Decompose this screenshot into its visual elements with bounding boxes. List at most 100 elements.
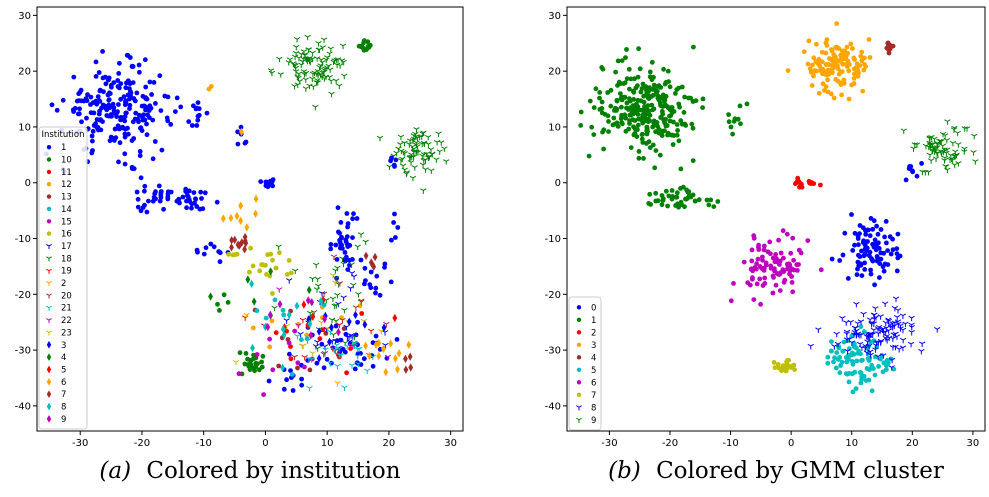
data-point <box>162 93 168 99</box>
data-point <box>368 258 374 267</box>
data-point <box>844 44 850 50</box>
data-point <box>839 92 844 98</box>
data-point <box>292 328 298 334</box>
data-point <box>674 122 680 127</box>
data-point <box>176 198 181 204</box>
data-point <box>354 347 361 353</box>
data-point <box>338 337 344 343</box>
data-point <box>322 314 328 324</box>
data-point <box>128 90 134 96</box>
data-point <box>124 52 130 58</box>
data-point <box>317 63 324 69</box>
data-point <box>686 95 691 101</box>
data-point <box>281 330 287 340</box>
data-point <box>126 86 132 91</box>
data-point <box>416 134 423 141</box>
data-point <box>662 97 668 103</box>
data-point <box>344 344 351 350</box>
data-point <box>884 240 889 246</box>
data-point <box>270 177 276 183</box>
data-point <box>671 109 677 114</box>
data-point <box>426 154 433 160</box>
data-point <box>352 366 358 372</box>
data-point <box>316 327 322 336</box>
data-point <box>834 350 840 355</box>
legend-label: 4 <box>591 353 596 363</box>
data-point <box>885 248 890 254</box>
data-point <box>660 92 666 98</box>
data-point <box>208 292 213 301</box>
data-point <box>361 356 367 362</box>
data-point <box>785 68 791 73</box>
legend-marker <box>46 206 52 212</box>
data-point <box>586 153 592 159</box>
data-point <box>757 264 763 269</box>
data-point <box>951 162 958 169</box>
x-tick-label: 10 <box>321 438 334 449</box>
data-point <box>647 118 652 124</box>
data-point <box>626 126 632 132</box>
data-point <box>941 158 948 164</box>
data-point <box>747 282 753 288</box>
data-point <box>309 50 316 57</box>
data-point <box>363 251 369 260</box>
legend-marker <box>576 405 582 411</box>
data-point <box>599 99 605 105</box>
data-point <box>242 140 248 146</box>
data-point <box>815 61 821 66</box>
data-point <box>339 256 346 262</box>
data-point <box>251 297 257 306</box>
data-point <box>341 73 348 80</box>
data-point <box>250 263 256 269</box>
data-point <box>706 202 712 208</box>
data-point <box>144 132 150 138</box>
data-point <box>597 107 603 112</box>
data-point <box>383 367 389 377</box>
data-point <box>635 122 641 128</box>
data-point <box>854 61 860 67</box>
legend-label: 11 <box>61 168 72 178</box>
data-point <box>638 89 644 95</box>
data-point <box>644 131 650 137</box>
data-point <box>840 61 846 67</box>
data-point <box>882 234 887 240</box>
legend-marker <box>576 305 582 310</box>
data-point <box>328 91 335 98</box>
data-point <box>878 227 884 232</box>
data-point <box>778 250 784 256</box>
data-point <box>315 283 322 290</box>
data-point <box>295 322 301 327</box>
data-point <box>270 367 276 373</box>
data-point <box>790 235 796 241</box>
data-point <box>677 104 682 110</box>
data-point <box>376 351 382 361</box>
data-point <box>142 188 147 194</box>
data-point <box>305 296 311 305</box>
data-point <box>846 379 852 385</box>
data-point <box>908 329 915 336</box>
data-point <box>301 355 308 361</box>
data-point <box>297 331 304 338</box>
legend-label: 3 <box>591 341 596 351</box>
data-point <box>130 119 136 125</box>
legend-b: 0 1 2 3 4 5 6 7 8 9 <box>568 296 602 431</box>
data-point <box>281 386 287 392</box>
data-point <box>117 140 123 146</box>
data-point <box>859 58 865 64</box>
data-point <box>153 196 159 202</box>
data-point <box>754 281 760 287</box>
data-point <box>832 355 837 361</box>
data-point <box>789 266 795 272</box>
data-point <box>318 57 325 64</box>
data-point <box>373 285 379 291</box>
data-point <box>153 101 158 106</box>
data-point <box>253 209 258 218</box>
data-point <box>242 236 248 246</box>
data-point <box>875 245 881 250</box>
data-point <box>868 271 874 277</box>
data-point <box>174 95 180 101</box>
data-point <box>161 206 167 212</box>
data-point <box>660 198 666 203</box>
legend-label: 12 <box>61 180 72 190</box>
